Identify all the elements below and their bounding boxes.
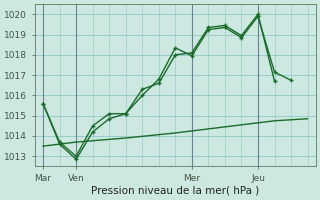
- X-axis label: Pression niveau de la mer( hPa ): Pression niveau de la mer( hPa ): [91, 186, 260, 196]
